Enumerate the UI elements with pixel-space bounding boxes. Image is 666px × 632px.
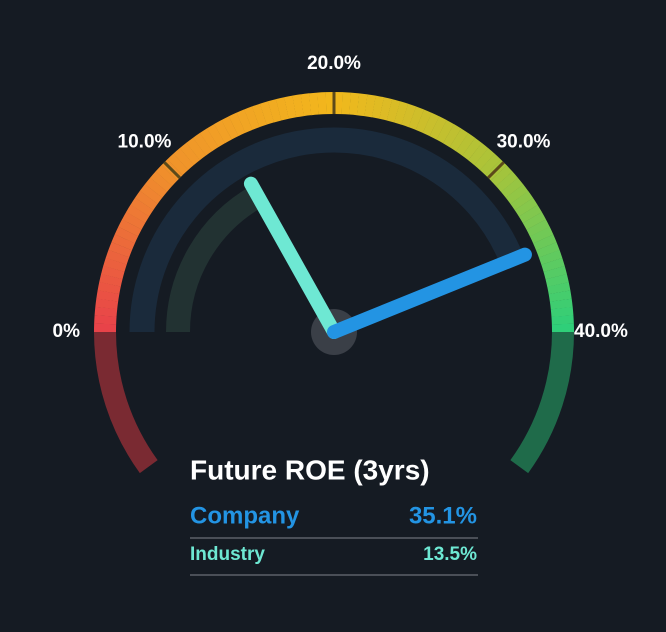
- gauge-band: [468, 142, 489, 166]
- gauge-band: [108, 241, 132, 258]
- gauge-band: [401, 103, 417, 128]
- needle: [243, 176, 341, 339]
- gauge-band: [199, 128, 219, 152]
- gauge-band: [228, 112, 246, 137]
- gauge-band: [95, 298, 119, 310]
- gauge-band: [429, 116, 447, 140]
- gauge-band: [442, 124, 462, 148]
- gauge-band: [206, 124, 226, 148]
- gauge-band: [292, 94, 304, 118]
- gauge-band: [130, 197, 154, 217]
- tick-label: 20.0%: [307, 53, 361, 74]
- gauge-band: [356, 93, 368, 117]
- gauge-band: [221, 116, 239, 140]
- gauge-band: [518, 204, 542, 224]
- gauge-band: [349, 92, 360, 116]
- gauge-band: [386, 99, 401, 123]
- gauge-band: [105, 249, 130, 265]
- gauge-band: [114, 226, 139, 244]
- gauge-band: [408, 106, 425, 130]
- gauge-band: [462, 137, 482, 161]
- gauge-band: [275, 97, 289, 121]
- gauge-band: [543, 265, 567, 280]
- gauge-band: [96, 290, 120, 302]
- gauge-band: [490, 165, 513, 187]
- tick-mark: [487, 161, 505, 179]
- gauge-band: [135, 190, 158, 211]
- gauge-band: [455, 133, 476, 156]
- gauge-band: [186, 137, 207, 161]
- gauge-band: [111, 234, 135, 251]
- gauge-band: [422, 112, 440, 137]
- gauge-band: [192, 132, 213, 156]
- gauge-band: [529, 226, 554, 244]
- gauge-band: [179, 142, 200, 166]
- gauge-band: [549, 298, 573, 310]
- gauge-band: [548, 290, 572, 302]
- gauge-band: [436, 120, 455, 144]
- gauge-band: [97, 281, 121, 295]
- value-arc: [129, 127, 524, 333]
- gauge-band: [118, 219, 142, 237]
- gauge-band: [538, 249, 563, 265]
- gauge-band: [505, 184, 529, 205]
- gauge-band: [126, 204, 150, 224]
- gauge-band: [284, 95, 297, 119]
- gauge-band: [244, 106, 260, 130]
- tick-label: 10.0%: [118, 132, 172, 153]
- gauge-band: [94, 306, 118, 317]
- gauge-band: [144, 177, 168, 198]
- value-label: 13.5%: [423, 544, 477, 565]
- gauge-band: [308, 92, 319, 116]
- gauge-band: [379, 97, 393, 121]
- gauge-band: [364, 94, 376, 118]
- gauge-band: [449, 128, 469, 152]
- chart-title: Future ROE (3yrs): [190, 454, 430, 485]
- gauge-band: [545, 273, 569, 287]
- gauge-band: [474, 148, 495, 171]
- gauge-tail: [94, 331, 158, 474]
- gauge-band: [394, 101, 409, 125]
- gauge-band: [167, 153, 189, 176]
- gauge-band: [99, 273, 123, 287]
- gauge-band: [155, 165, 178, 187]
- value-label: 35.1%: [409, 502, 477, 529]
- gauge-band: [300, 93, 312, 117]
- gauge-band: [500, 177, 524, 198]
- gauge-band: [547, 282, 571, 295]
- gauge-band: [495, 171, 518, 193]
- gauge-band: [173, 148, 195, 171]
- gauge-band: [536, 242, 560, 258]
- gauge-band: [522, 212, 546, 230]
- gauge-band: [101, 265, 125, 280]
- gauge-band: [541, 257, 565, 273]
- legend-label: Industry: [190, 544, 265, 565]
- needle: [327, 247, 532, 339]
- gauge-tail: [510, 331, 574, 474]
- gauge-band: [122, 211, 146, 230]
- gauge-band: [236, 109, 253, 133]
- tick-label: 0%: [53, 321, 81, 342]
- gauge-band: [550, 306, 574, 317]
- gauge-band: [139, 184, 163, 204]
- gauge-band: [214, 120, 232, 144]
- gauge-band: [533, 234, 557, 251]
- gauge-band: [510, 190, 534, 211]
- gauge-band: [251, 103, 267, 128]
- gauge-band: [267, 99, 282, 123]
- tick-label: 40.0%: [574, 321, 628, 342]
- gauge-band: [259, 101, 275, 125]
- gauge-band: [415, 109, 432, 133]
- gauge-band: [479, 153, 501, 176]
- gauge-band: [514, 197, 538, 217]
- gauge-band: [371, 95, 385, 119]
- legend-label: Company: [190, 502, 300, 529]
- gauge-band: [103, 257, 127, 272]
- tick-label: 30.0%: [497, 132, 551, 153]
- gauge-band: [150, 171, 173, 192]
- value-arc: [166, 185, 264, 333]
- tick-mark: [163, 161, 181, 179]
- gauge-band: [526, 219, 550, 237]
